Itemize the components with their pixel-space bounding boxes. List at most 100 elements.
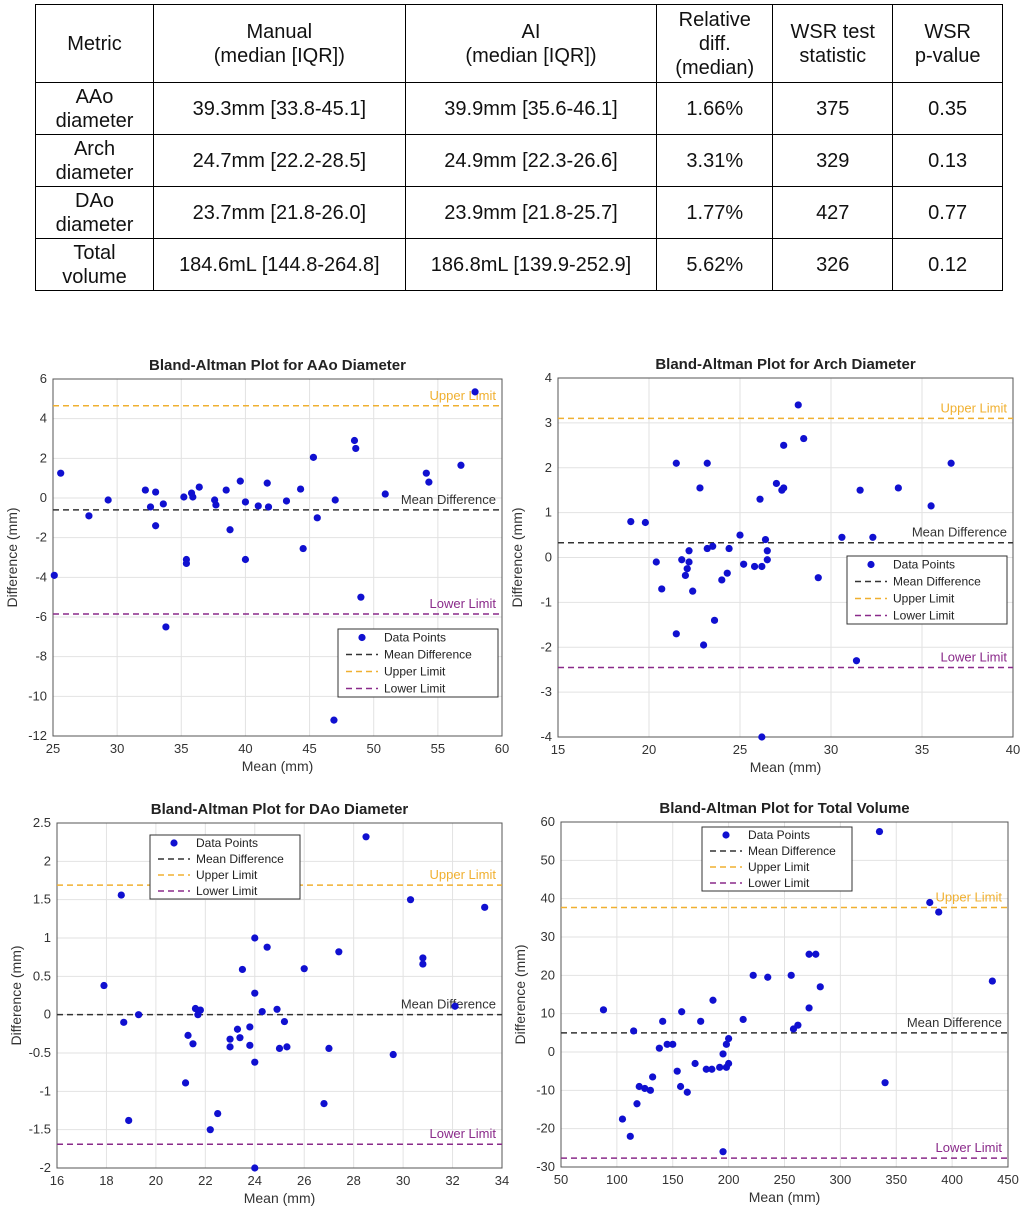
- cell-manual: 24.7mm [22.2-28.5]: [153, 134, 406, 187]
- data-point: [758, 733, 766, 741]
- upper-limit-line-label: Upper Limit: [936, 889, 1003, 904]
- x-axis-label: Mean (mm): [244, 1190, 316, 1206]
- cell-relative-diff: 1.66%: [656, 82, 774, 135]
- y-tick-label: 2: [545, 460, 552, 475]
- data-point: [794, 1021, 802, 1029]
- data-point: [678, 556, 686, 564]
- table-header-row: Metric Manual (median [IQR]) AI (median …: [35, 4, 1003, 83]
- x-axis-label: Mean (mm): [750, 759, 822, 775]
- data-point: [852, 657, 861, 665]
- x-tick-label: 20: [642, 742, 656, 757]
- data-point: [282, 497, 291, 505]
- cell-metric: Total volume: [35, 238, 154, 291]
- cell-relative-diff: 3.31%: [656, 134, 774, 187]
- data-points: [100, 833, 489, 1172]
- cell-metric: DAo diameter: [35, 186, 154, 239]
- data-point: [672, 630, 680, 638]
- y-tick-label: 0: [40, 490, 47, 505]
- legend-upper-limit-label: Upper Limit: [196, 868, 258, 882]
- data-point: [104, 496, 112, 504]
- data-point: [725, 544, 733, 553]
- data-point: [652, 558, 660, 566]
- data-point: [641, 1084, 649, 1093]
- data-point: [935, 908, 943, 916]
- data-point: [649, 1073, 657, 1081]
- data-point: [222, 486, 230, 494]
- data-point: [117, 891, 125, 899]
- data-point: [471, 388, 479, 396]
- data-point: [275, 1044, 284, 1052]
- data-point: [750, 562, 759, 571]
- legend: Data Points Mean Difference Upper Limit Low…: [846, 555, 1008, 625]
- data-point: [246, 1023, 254, 1031]
- data-point: [325, 1044, 333, 1052]
- data-point: [159, 500, 167, 508]
- data-point: [758, 562, 766, 571]
- y-tick-label: 10: [541, 1006, 555, 1021]
- legend-frame: [337, 628, 499, 698]
- y-tick-label: -3: [540, 684, 552, 699]
- header-metric: Metric: [35, 4, 154, 83]
- data-point: [708, 1065, 716, 1073]
- y-tick-label: 1.5: [33, 892, 51, 907]
- data-point: [856, 486, 864, 494]
- table-row: DAo diameter 23.7mm [21.8-26.0] 23.9mm […: [35, 186, 1003, 239]
- data-point: [196, 1006, 204, 1014]
- data-point: [719, 1148, 727, 1156]
- data-points: [627, 401, 955, 741]
- mean-difference-line-label: Mean Difference: [401, 492, 496, 507]
- y-tick-label: 40: [541, 891, 555, 906]
- data-point: [749, 971, 757, 979]
- x-tick-label: 30: [110, 741, 124, 756]
- cell-wsr-statistic: 326: [772, 238, 894, 291]
- y-tick-label: 20: [541, 967, 555, 982]
- y-tick-label: 4: [545, 370, 552, 385]
- header-wsr-statistic: WSR test statistic: [772, 4, 894, 83]
- data-point: [722, 1040, 730, 1048]
- x-tick-label: 30: [396, 1173, 410, 1188]
- data-point: [627, 518, 635, 526]
- data-point: [313, 514, 321, 522]
- y-tick-label: 3: [545, 415, 552, 430]
- legend-upper-limit-label: Upper Limit: [384, 665, 446, 679]
- data-point: [85, 512, 93, 520]
- chart-title: Bland-Altman Plot for DAo Diameter: [151, 801, 409, 818]
- data-point: [251, 989, 259, 997]
- legend-data-points-marker: [867, 560, 875, 569]
- table-row: Arch diameter 24.7mm [22.2-28.5] 24.9mm …: [35, 134, 1003, 187]
- chart-aao-diameter: Bland-Altman Plot for AAo Diameter 25 30 35…: [4, 357, 509, 774]
- data-point: [189, 1040, 197, 1048]
- legend: Data Points Mean Difference Upper Limit Low…: [701, 826, 853, 892]
- y-tick-label: -2: [540, 639, 552, 654]
- y-tick-label: -4: [35, 569, 47, 584]
- data-point: [655, 1044, 663, 1052]
- upper-limit-line-label: Upper Limit: [941, 400, 1008, 415]
- data-point: [838, 533, 846, 541]
- data-point: [233, 1025, 242, 1033]
- data-point: [481, 903, 489, 911]
- cell-wsr-statistic: 329: [772, 134, 894, 187]
- data-point: [736, 531, 744, 539]
- x-tick-label: 50: [554, 1172, 568, 1187]
- data-point: [926, 898, 934, 907]
- y-tick-label: 30: [541, 929, 555, 944]
- cell-wsr-p-value: 0.77: [892, 186, 1003, 239]
- data-point: [181, 1079, 190, 1087]
- data-point: [927, 502, 935, 510]
- data-point: [800, 434, 808, 443]
- data-point: [630, 1027, 638, 1035]
- legend-frame: [846, 555, 1008, 625]
- y-tick-label: -12: [28, 728, 47, 743]
- cell-ai: 24.9mm [22.3-26.6]: [404, 134, 658, 187]
- legend-lower-limit-label: Lower Limit: [384, 682, 446, 696]
- data-point: [50, 571, 58, 579]
- x-tick-label: 35: [174, 741, 188, 756]
- y-tick-label: 1: [545, 505, 552, 520]
- x-tick-label: 250: [774, 1172, 796, 1187]
- data-point: [681, 571, 689, 580]
- cell-manual: 39.3mm [33.8-45.1]: [153, 82, 406, 135]
- x-tick-label: 60: [495, 741, 509, 756]
- data-point: [716, 1063, 724, 1071]
- data-point: [672, 459, 680, 467]
